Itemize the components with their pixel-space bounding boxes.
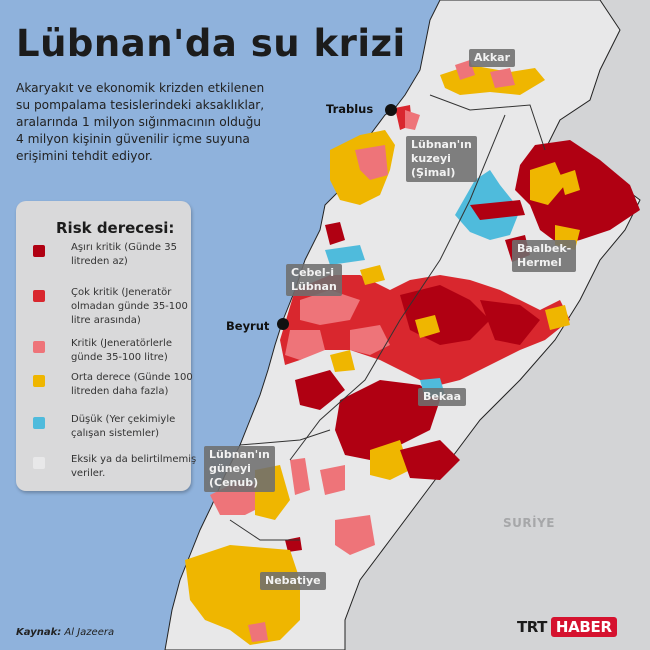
region-label-south: Lübnan'ın güneyi (Cenub) xyxy=(204,446,275,492)
legend-swatch-icon xyxy=(33,341,45,353)
city-label-tripoli: Trablus xyxy=(326,102,374,116)
source-label: Kaynak: xyxy=(16,627,62,638)
subtitle-line: Akaryakıt ve ekonomik krizden etkilenen xyxy=(16,81,265,95)
region-label-mount-lebanon: Cebel-i Lübnan xyxy=(286,264,342,296)
region-label-nabatieh: Nebatiye xyxy=(260,572,326,590)
region-label-text: Akkar xyxy=(474,51,510,64)
legend-label: Aşırı kritik (Günde 35 litreden az) xyxy=(71,242,177,267)
subtitle-line: aralarında 1 milyon sığınmacının olduğu xyxy=(16,115,262,129)
logo-haber: HABER xyxy=(550,617,617,637)
region-label-text: kuzeyi xyxy=(411,152,451,165)
region-label-text: Hermel xyxy=(517,256,562,269)
source-credit: Kaynak: Al Jazeera xyxy=(16,627,114,638)
region-label-text: Lübnan xyxy=(291,280,337,293)
region-label-text: (Cenub) xyxy=(209,476,259,489)
region-label-text: Nebatiye xyxy=(265,574,321,587)
region-label-baalbek-hermel: Baalbek- Hermel xyxy=(512,240,577,272)
legend-swatch-icon xyxy=(33,290,45,302)
region-label-text: Baalbek- xyxy=(517,242,572,255)
legend-swatch-icon xyxy=(33,457,45,469)
legend-swatch-icon xyxy=(33,245,45,257)
region-label-bekaa: Bekaa xyxy=(418,388,467,406)
legend-label: Orta derece (Günde 100 litreden daha faz… xyxy=(71,372,193,397)
city-marker-tripoli xyxy=(385,104,397,116)
legend-label: Eksik ya da belirtilmemiş veriler. xyxy=(71,454,197,479)
subtitle-line: su pompalama tesislerindeki aksaklıklar, xyxy=(16,98,265,112)
region-label-text: Cebel-i xyxy=(291,266,334,279)
subtitle: Akaryakıt ve ekonomik krizden etkilenen … xyxy=(16,80,316,165)
legend-label: Çok kritik (Jeneratör olmadan günde 35-1… xyxy=(71,287,188,326)
subtitle-line: 4 milyon kişinin güvenilir içme suyuna xyxy=(16,132,250,146)
legend-label: Kritik (Jeneratörlerle günde 35-100 litr… xyxy=(71,338,172,363)
logo-trt: TRT xyxy=(517,618,547,636)
region-label-text: (Şimal) xyxy=(411,166,456,179)
country-label-syria: SURİYE xyxy=(503,516,555,530)
city-label-beirut: Beyrut xyxy=(226,319,270,333)
legend-swatch-icon xyxy=(33,375,45,387)
legend-swatch-icon xyxy=(33,417,45,429)
region-label-text: güneyi xyxy=(209,462,251,475)
region-label-text: Bekaa xyxy=(423,390,462,403)
source-value: Al Jazeera xyxy=(64,627,115,638)
region-label-akkar: Akkar xyxy=(469,49,515,67)
subtitle-line: erişimini tehdit ediyor. xyxy=(16,149,153,163)
region-label-text: Lübnan'ın xyxy=(411,138,472,151)
trt-haber-logo: TRT HABER xyxy=(517,617,617,637)
legend-label: Düşük (Yer çekimiyle çalışan sistemler) xyxy=(71,414,176,439)
legend-title: Risk derecesi: xyxy=(56,219,175,237)
region-label-north: Lübnan'ın kuzeyi (Şimal) xyxy=(406,136,477,182)
page-title: Lübnan'da su krizi xyxy=(16,22,406,65)
region-label-text: Lübnan'ın xyxy=(209,448,270,461)
legend-panel: Risk derecesi: Aşırı kritik (Günde 35 li… xyxy=(16,201,196,491)
city-marker-beirut xyxy=(277,318,289,330)
